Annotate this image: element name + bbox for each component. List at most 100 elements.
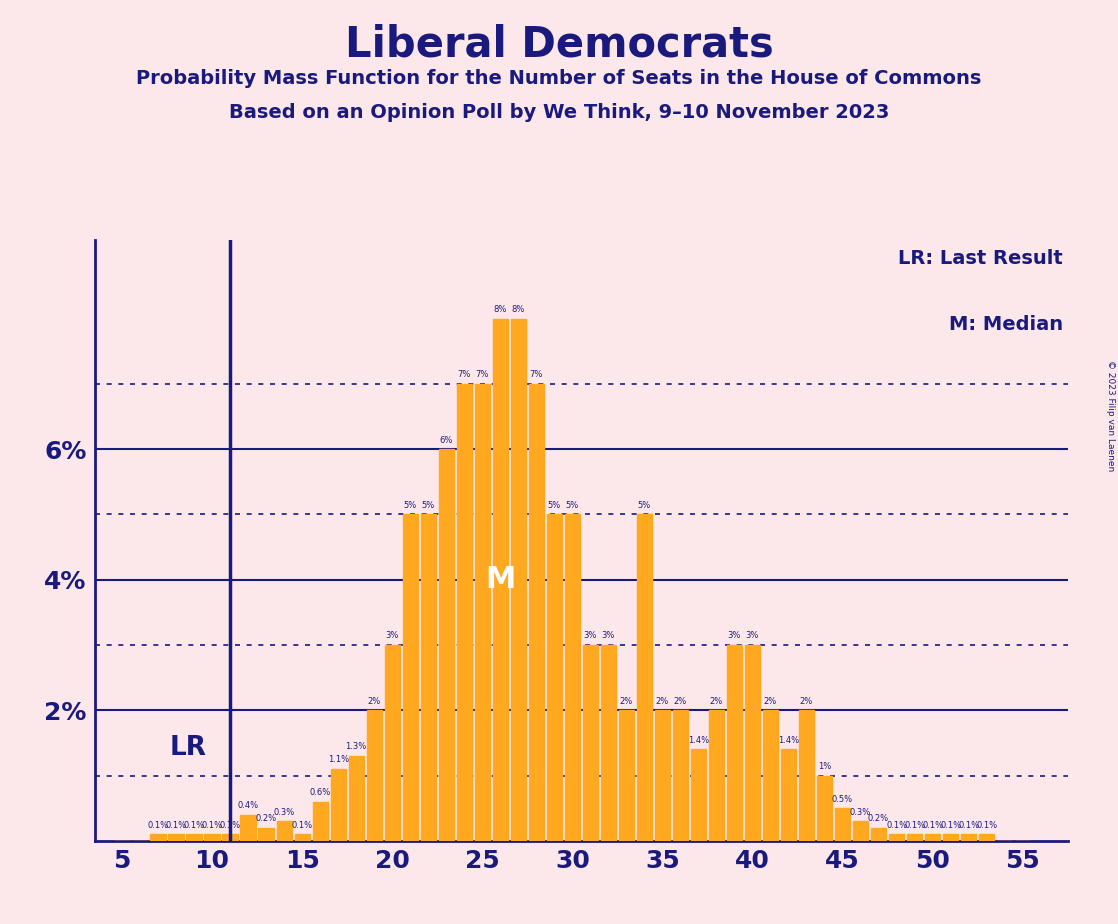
Bar (961, 834, 976, 841)
Text: 1.4%: 1.4% (778, 736, 799, 745)
Bar (151, 834, 165, 841)
Bar (889, 834, 904, 841)
Bar (979, 834, 994, 841)
Text: 0.1%: 0.1% (922, 821, 944, 830)
Text: 2%: 2% (619, 697, 633, 706)
Text: 0.2%: 0.2% (256, 814, 277, 823)
Text: 2%: 2% (368, 697, 381, 706)
Text: 0.1%: 0.1% (958, 821, 979, 830)
Bar (456, 383, 472, 841)
Bar (240, 815, 256, 841)
Bar (565, 515, 580, 841)
Bar (402, 515, 418, 841)
Bar (673, 711, 688, 841)
Text: 2%: 2% (656, 697, 669, 706)
Bar (618, 711, 634, 841)
Bar (925, 834, 940, 841)
Text: 0.6%: 0.6% (310, 788, 331, 797)
Bar (420, 515, 436, 841)
Bar (493, 319, 508, 841)
Text: 5%: 5% (637, 501, 651, 510)
Bar (691, 749, 707, 841)
Text: 1.1%: 1.1% (328, 756, 349, 764)
Bar (205, 834, 220, 841)
Bar (258, 828, 274, 841)
Bar (655, 711, 670, 841)
Text: Liberal Democrats: Liberal Democrats (344, 23, 774, 65)
Text: 3%: 3% (584, 631, 597, 640)
Text: 0.5%: 0.5% (832, 795, 853, 804)
Text: 0.2%: 0.2% (868, 814, 889, 823)
Text: 5%: 5% (548, 501, 561, 510)
Bar (871, 828, 887, 841)
Text: 0.1%: 0.1% (148, 821, 169, 830)
Bar (780, 749, 796, 841)
Bar (331, 769, 345, 841)
Text: 7%: 7% (475, 371, 489, 379)
Bar (762, 711, 778, 841)
Text: M: Median: M: Median (949, 315, 1063, 334)
Bar (276, 821, 292, 841)
Bar (385, 645, 400, 841)
Bar (942, 834, 958, 841)
Text: 0.3%: 0.3% (274, 808, 295, 817)
Text: Probability Mass Function for the Number of Seats in the House of Commons: Probability Mass Function for the Number… (136, 69, 982, 89)
Text: 1.3%: 1.3% (345, 742, 367, 751)
Bar (169, 834, 183, 841)
Text: 3%: 3% (728, 631, 741, 640)
Bar (817, 775, 832, 841)
Text: 0.4%: 0.4% (237, 801, 258, 810)
Text: 5%: 5% (404, 501, 417, 510)
Text: 6%: 6% (439, 435, 453, 444)
Text: 7%: 7% (457, 371, 471, 379)
Bar (637, 515, 652, 841)
Text: 8%: 8% (512, 305, 525, 314)
Bar (187, 834, 201, 841)
Text: 7%: 7% (530, 371, 543, 379)
Text: 0.3%: 0.3% (850, 808, 871, 817)
Text: 8%: 8% (494, 305, 506, 314)
Text: 2%: 2% (799, 697, 813, 706)
Bar (799, 711, 814, 841)
Text: 3%: 3% (601, 631, 615, 640)
Bar (547, 515, 562, 841)
Text: © 2023 Filip van Laenen: © 2023 Filip van Laenen (1106, 360, 1115, 471)
Bar (438, 449, 454, 841)
Bar (745, 645, 760, 841)
Text: 1.4%: 1.4% (688, 736, 709, 745)
Text: 0.1%: 0.1% (165, 821, 187, 830)
Bar (709, 711, 724, 841)
Text: 0.1%: 0.1% (292, 821, 313, 830)
Text: M: M (485, 565, 515, 594)
Bar (222, 834, 238, 841)
Bar (727, 645, 742, 841)
Text: 2%: 2% (710, 697, 723, 706)
Bar (294, 834, 310, 841)
Text: 0.1%: 0.1% (940, 821, 961, 830)
Text: 5%: 5% (566, 501, 579, 510)
Bar (582, 645, 598, 841)
Text: 2%: 2% (764, 697, 777, 706)
Text: 0.1%: 0.1% (885, 821, 907, 830)
Text: LR: Last Result: LR: Last Result (898, 249, 1063, 268)
Bar (907, 834, 922, 841)
Bar (853, 821, 869, 841)
Text: 3%: 3% (746, 631, 759, 640)
Bar (835, 808, 850, 841)
Text: 1%: 1% (818, 762, 831, 771)
Text: 0.1%: 0.1% (904, 821, 926, 830)
Bar (511, 319, 525, 841)
Bar (367, 711, 382, 841)
Bar (529, 383, 544, 841)
Text: 5%: 5% (421, 501, 435, 510)
Bar (313, 802, 328, 841)
Text: 0.1%: 0.1% (219, 821, 240, 830)
Bar (475, 383, 490, 841)
Text: LR: LR (170, 736, 207, 761)
Text: 2%: 2% (674, 697, 688, 706)
Text: 0.1%: 0.1% (976, 821, 997, 830)
Text: 3%: 3% (386, 631, 399, 640)
Bar (600, 645, 616, 841)
Text: 0.1%: 0.1% (183, 821, 205, 830)
Text: Based on an Opinion Poll by We Think, 9–10 November 2023: Based on an Opinion Poll by We Think, 9–… (229, 103, 889, 123)
